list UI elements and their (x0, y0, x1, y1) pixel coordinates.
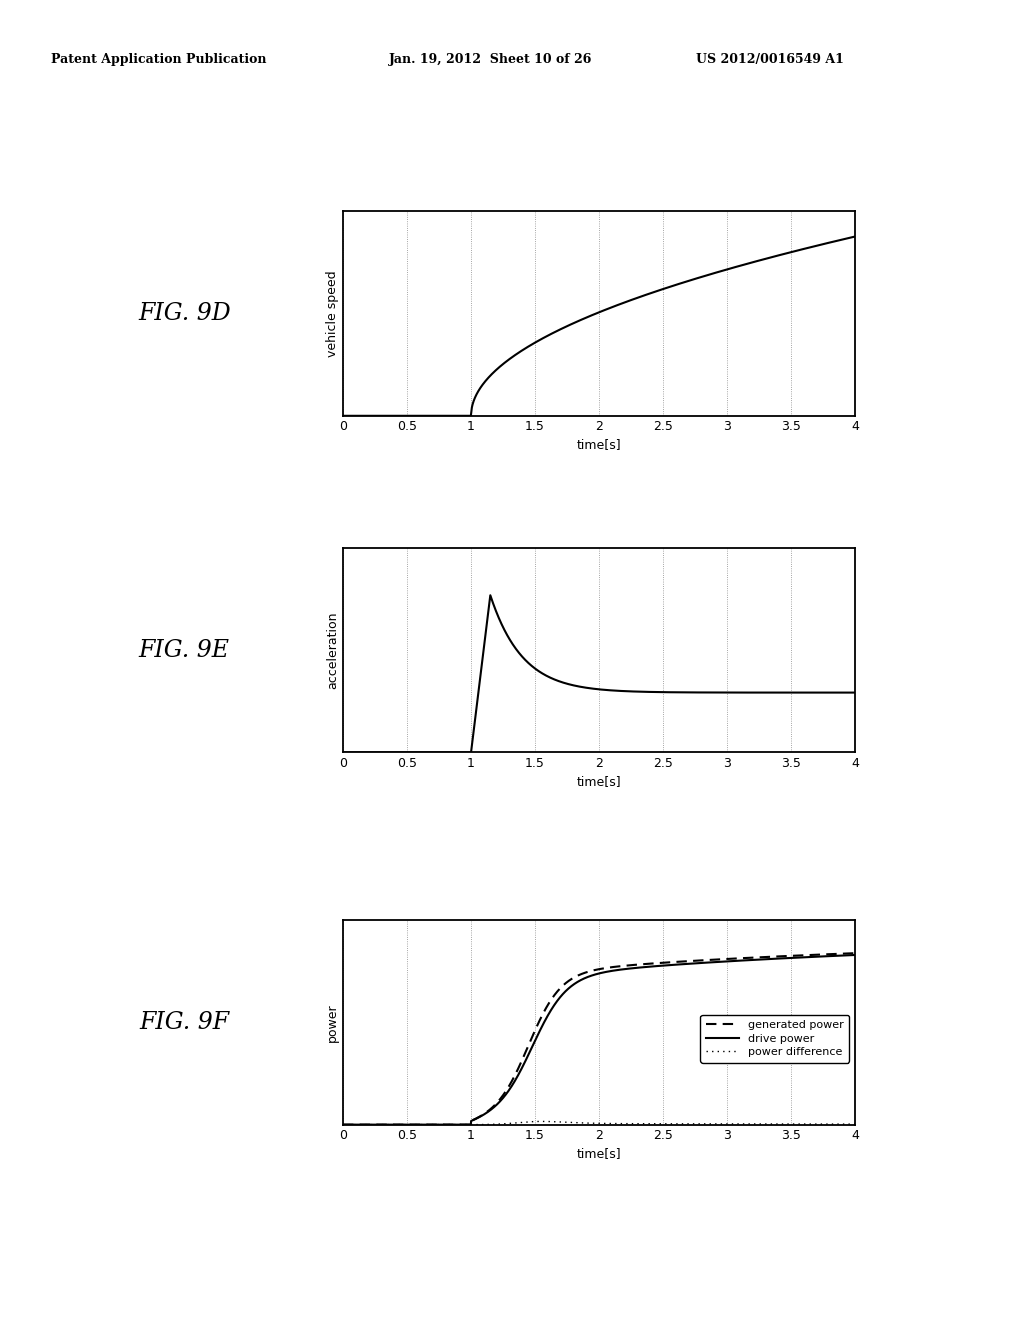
Text: FIG. 9D: FIG. 9D (138, 302, 230, 325)
Text: FIG. 9E: FIG. 9E (139, 639, 229, 661)
Text: FIG. 9F: FIG. 9F (139, 1011, 229, 1034)
Text: US 2012/0016549 A1: US 2012/0016549 A1 (696, 53, 844, 66)
X-axis label: time[s]: time[s] (577, 438, 622, 451)
Legend: generated power, drive power, power difference: generated power, drive power, power diff… (700, 1015, 850, 1063)
Text: Patent Application Publication: Patent Application Publication (51, 53, 266, 66)
Y-axis label: vehicle speed: vehicle speed (326, 271, 339, 356)
Y-axis label: acceleration: acceleration (326, 611, 339, 689)
X-axis label: time[s]: time[s] (577, 775, 622, 788)
X-axis label: time[s]: time[s] (577, 1147, 622, 1160)
Y-axis label: power: power (326, 1003, 339, 1041)
Text: Jan. 19, 2012  Sheet 10 of 26: Jan. 19, 2012 Sheet 10 of 26 (389, 53, 593, 66)
